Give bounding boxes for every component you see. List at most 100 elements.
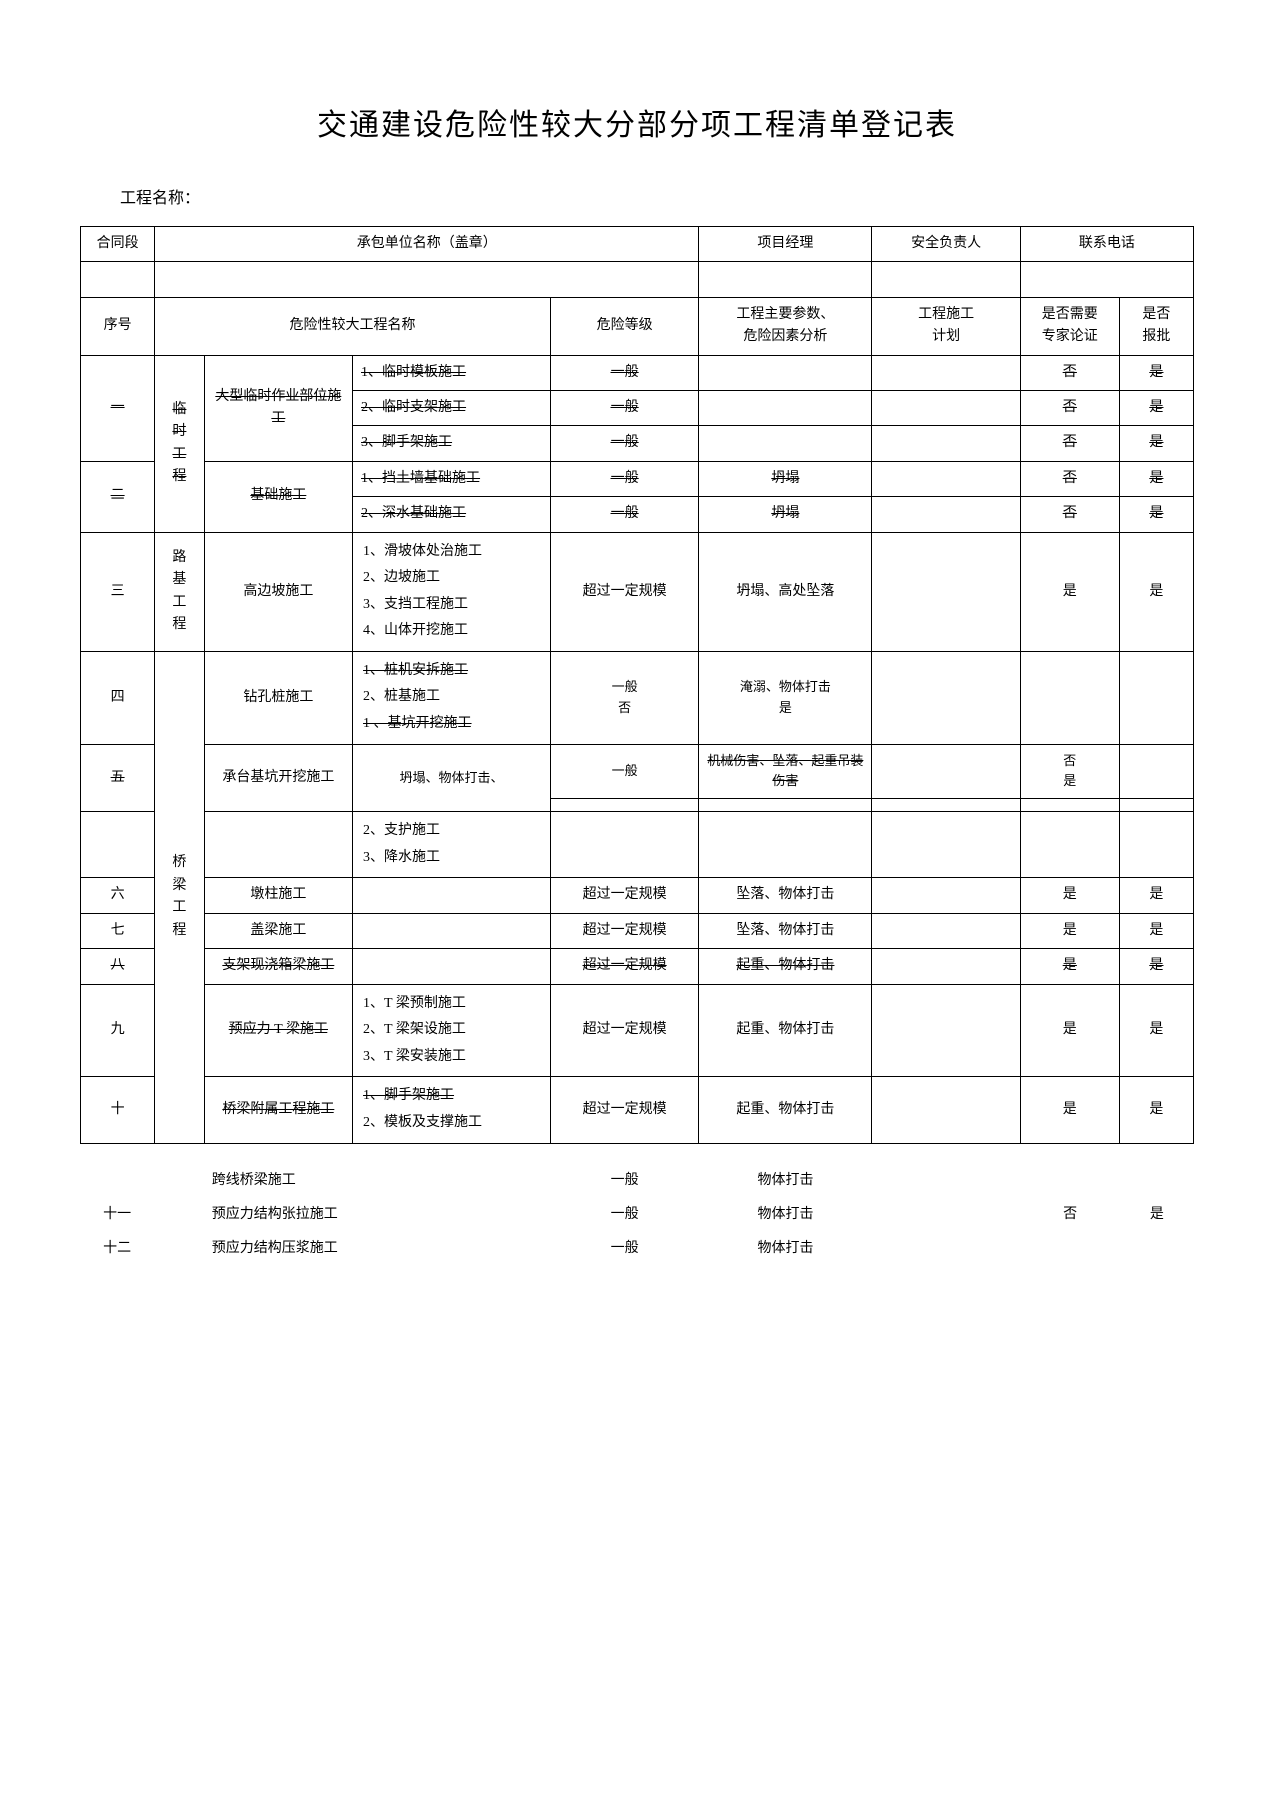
param-8: 起重、物体打击 bbox=[699, 949, 872, 984]
row-2-1: 二 基础施工 1、挡土墙基础施工 一般 坍塌 否 是 bbox=[81, 461, 1194, 496]
exp-9: 是 bbox=[1020, 984, 1119, 1077]
document-page: 交通建设危险性较大分部分项工程清单登记表 工程名称： 合同段 承包单位名称（盖章… bbox=[0, 0, 1274, 1804]
hdr-phone: 联系电话 bbox=[1020, 227, 1193, 262]
appr-3: 是 bbox=[1119, 532, 1193, 651]
risk-4: 一般 否 bbox=[550, 651, 698, 744]
item-2-1: 1、挡土墙基础施工 bbox=[353, 461, 551, 496]
row-6: 六 墩柱施工 超过一定规模 坠落、物体打击 是 是 bbox=[81, 878, 1194, 913]
document-title: 交通建设危险性较大分部分项工程清单登记表 bbox=[80, 100, 1194, 144]
appr-2-1: 是 bbox=[1119, 461, 1193, 496]
items-4: 1、桩机安拆施工 2、桩基施工 1 、基坑开挖施工 bbox=[353, 651, 551, 744]
appr-1-1: 是 bbox=[1119, 355, 1193, 390]
exp-11: 否 bbox=[1021, 1198, 1120, 1232]
appr-10: 是 bbox=[1119, 1077, 1193, 1143]
sub-6: 墩柱施工 bbox=[204, 878, 352, 913]
risk-2-2: 一般 bbox=[550, 497, 698, 532]
param-9: 起重、物体打击 bbox=[699, 984, 872, 1077]
item-1-2: 2、临时支架施工 bbox=[353, 390, 551, 425]
appr-1-2: 是 bbox=[1119, 390, 1193, 425]
item-9-3: 3、T 梁安装施工 bbox=[363, 1044, 546, 1071]
sub-4: 钻孔桩施工 bbox=[204, 651, 352, 744]
risk-3: 超过一定规模 bbox=[550, 532, 698, 651]
seq-2: 二 bbox=[81, 461, 155, 532]
appr-6: 是 bbox=[1119, 878, 1193, 913]
exp-10: 是 bbox=[1020, 1077, 1119, 1143]
sub-8: 支架现浇箱梁施工 bbox=[204, 949, 352, 984]
exp-8: 是 bbox=[1020, 949, 1119, 984]
risk-1-2: 一般 bbox=[550, 390, 698, 425]
seq-6: 六 bbox=[81, 878, 155, 913]
sub-1: 大型临时作业部位施工 bbox=[204, 355, 352, 461]
param-12: 物体打击 bbox=[699, 1232, 872, 1266]
loose-table: 跨线桥梁施工 一般 物体打击 十一 预应力结构张拉施工 一般 物体打击 否 是 … bbox=[80, 1164, 1194, 1267]
seq-11: 十一 bbox=[80, 1198, 154, 1232]
risk-1-3: 一般 bbox=[550, 426, 698, 461]
item-3-3: 3、支挡工程施工 bbox=[363, 592, 546, 619]
row-5a: 五 承台基坑开挖施工 坍塌、物体打击、 一般 机械伤害、坠落、起重吊装伤害 否 … bbox=[81, 744, 1194, 799]
appr-1-3: 是 bbox=[1119, 426, 1193, 461]
exp-3: 是 bbox=[1020, 532, 1119, 651]
blank-row bbox=[81, 262, 1194, 297]
row-7: 七 盖梁施工 超过一定规模 坠落、物体打击 是 是 bbox=[81, 913, 1194, 948]
row-A: 跨线桥梁施工 一般 物体打击 bbox=[80, 1164, 1194, 1198]
hdr-expert: 是否需要 专家论证 bbox=[1020, 297, 1119, 355]
item-5-3: 3、降水施工 bbox=[363, 845, 546, 872]
hdr-param: 工程主要参数、 危险因素分析 bbox=[699, 297, 872, 355]
risk-12: 一般 bbox=[550, 1232, 699, 1266]
hdr-contract: 合同段 bbox=[81, 227, 155, 262]
hdr-plan: 工程施工 计划 bbox=[872, 297, 1020, 355]
hdr-approve: 是否 报批 bbox=[1119, 297, 1193, 355]
appr-11: 是 bbox=[1120, 1198, 1194, 1232]
exp-1-3: 否 bbox=[1020, 426, 1119, 461]
risk-6: 超过一定规模 bbox=[550, 878, 698, 913]
row-9: 九 预应力 T 梁施工 1、T 梁预制施工 2、T 梁架设施工 3、T 梁安装施… bbox=[81, 984, 1194, 1077]
row-3: 三 路 基 工 程 高边坡施工 1、滑坡体处治施工 2、边坡施工 3、支挡工程施… bbox=[81, 532, 1194, 651]
item-10-2: 2、模板及支撑施工 bbox=[363, 1110, 546, 1137]
item-3-1: 1、滑坡体处治施工 bbox=[363, 539, 546, 566]
items-3: 1、滑坡体处治施工 2、边坡施工 3、支挡工程施工 4、山体开挖施工 bbox=[353, 532, 551, 651]
hdr-risk: 危险等级 bbox=[550, 297, 698, 355]
hdr-seq: 序号 bbox=[81, 297, 155, 355]
seq-12: 十二 bbox=[80, 1232, 154, 1266]
sub-7: 盖梁施工 bbox=[204, 913, 352, 948]
item-4-1: 1、桩机安拆施工 bbox=[363, 658, 546, 685]
appr-7: 是 bbox=[1119, 913, 1193, 948]
risk-5: 一般 bbox=[550, 744, 698, 799]
exp-7: 是 bbox=[1020, 913, 1119, 948]
seq-7: 七 bbox=[81, 913, 155, 948]
param-2-2: 坍塌 bbox=[699, 497, 872, 532]
exp-1-2: 否 bbox=[1020, 390, 1119, 425]
exp-2-1: 否 bbox=[1020, 461, 1119, 496]
risk-2-1: 一般 bbox=[550, 461, 698, 496]
param-4-a: 淹溺、物体打击 bbox=[740, 679, 831, 694]
row-5c: 2、支护施工 3、降水施工 bbox=[81, 812, 1194, 878]
sub-10: 桥梁附属工程施工 bbox=[204, 1077, 352, 1143]
item-3-4: 4、山体开挖施工 bbox=[363, 618, 546, 645]
exp-2-2: 否 bbox=[1020, 497, 1119, 532]
param-10: 起重、物体打击 bbox=[699, 1077, 872, 1143]
risk-col-5: 坍塌、物体打击、 bbox=[353, 744, 551, 812]
sub-9: 预应力 T 梁施工 bbox=[204, 984, 352, 1077]
param-6: 坠落、物体打击 bbox=[699, 878, 872, 913]
row-10: 十 桥梁附属工程施工 1、脚手架施工 2、模板及支撑施工 超过一定规模 起重、物… bbox=[81, 1077, 1194, 1143]
risk-4-a: 一般 bbox=[612, 679, 638, 694]
items-9: 1、T 梁预制施工 2、T 梁架设施工 3、T 梁安装施工 bbox=[353, 984, 551, 1077]
param-2-1: 坍塌 bbox=[699, 461, 872, 496]
hdr-name: 危险性较大工程名称 bbox=[155, 297, 551, 355]
appr-8: 是 bbox=[1119, 949, 1193, 984]
hdr-contractor: 承包单位名称（盖章） bbox=[155, 227, 699, 262]
cat-subgrade: 路 基 工 程 bbox=[155, 532, 204, 651]
risk-A: 一般 bbox=[550, 1164, 699, 1198]
items-5: 2、支护施工 3、降水施工 bbox=[353, 812, 551, 878]
risk-9: 超过一定规模 bbox=[550, 984, 698, 1077]
row-11: 十一 预应力结构张拉施工 一般 物体打击 否 是 bbox=[80, 1198, 1194, 1232]
item-1-3: 3、脚手架施工 bbox=[353, 426, 551, 461]
cat-temp: 临 时 工 程 bbox=[155, 355, 204, 532]
project-name-label: 工程名称： bbox=[120, 184, 1194, 208]
risk-7: 超过一定规模 bbox=[550, 913, 698, 948]
seq-5: 五 bbox=[81, 744, 155, 812]
row-1-1: 一 临 时 工 程 大型临时作业部位施工 1、临时模板施工 一般 否 是 bbox=[81, 355, 1194, 390]
items-10: 1、脚手架施工 2、模板及支撑施工 bbox=[353, 1077, 551, 1143]
header-row-2: 序号 危险性较大工程名称 危险等级 工程主要参数、 危险因素分析 工程施工 计划… bbox=[81, 297, 1194, 355]
item-2-2: 2、深水基础施工 bbox=[353, 497, 551, 532]
